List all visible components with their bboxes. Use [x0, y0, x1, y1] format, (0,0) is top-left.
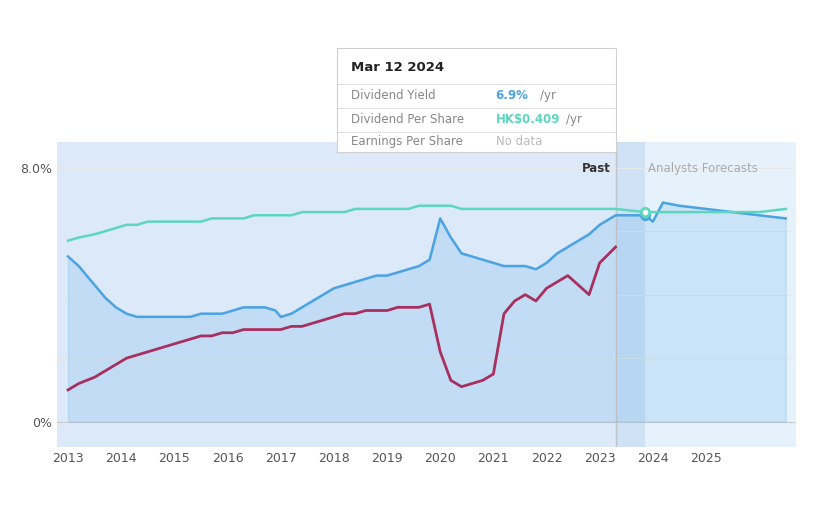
Bar: [616, 142, 644, 447]
Text: 6.9%: 6.9%: [496, 89, 529, 102]
Text: Mar 12 2024: Mar 12 2024: [351, 61, 443, 74]
Text: No data: No data: [496, 136, 542, 148]
Text: /yr: /yr: [566, 113, 581, 126]
Bar: [644, 142, 796, 447]
Text: Past: Past: [581, 162, 610, 175]
Text: HK$0.409: HK$0.409: [496, 113, 560, 126]
Text: Earnings Per Share: Earnings Per Share: [351, 136, 462, 148]
Text: Dividend Per Share: Dividend Per Share: [351, 113, 464, 126]
Text: /yr: /yr: [540, 89, 557, 102]
Bar: [57, 142, 616, 447]
Text: Analysts Forecasts: Analysts Forecasts: [648, 162, 758, 175]
Text: Dividend Yield: Dividend Yield: [351, 89, 435, 102]
